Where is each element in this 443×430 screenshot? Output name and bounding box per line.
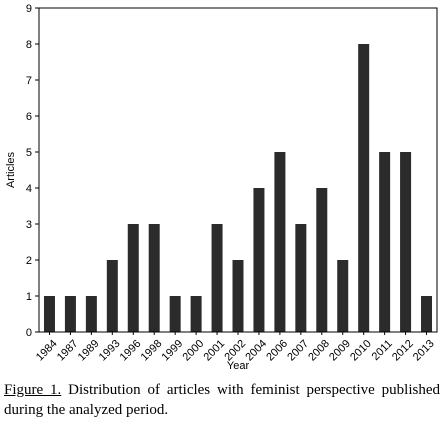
- x-tick-label: 2001: [201, 338, 227, 364]
- y-tick-label: 0: [26, 327, 32, 339]
- x-tick-label: 1984: [34, 338, 60, 364]
- figure-caption-label: Figure 1.: [4, 382, 62, 398]
- bar-2009: [337, 260, 349, 332]
- x-tick-label: 2012: [390, 338, 416, 364]
- x-tick-label: 2008: [306, 338, 332, 364]
- bar-1987: [64, 296, 76, 332]
- y-tick-label: 1: [26, 291, 32, 303]
- figure-caption-text: Distribution of articles with feminist p…: [4, 382, 440, 418]
- x-tick-label: 2007: [285, 338, 311, 364]
- y-tick-label: 5: [26, 147, 32, 159]
- bar-2013: [421, 296, 433, 332]
- x-tick-label: 1999: [160, 338, 186, 364]
- x-tick-label: 2013: [411, 338, 437, 364]
- y-axis-title: Articles: [5, 151, 17, 188]
- bar-1996: [127, 224, 139, 332]
- y-tick-label: 8: [26, 39, 32, 51]
- x-tick-label: 1993: [97, 338, 123, 364]
- x-tick-label: 2010: [348, 338, 374, 364]
- y-tick-label: 4: [26, 183, 32, 195]
- bar-2012: [400, 152, 412, 332]
- bar-2006: [274, 152, 286, 332]
- y-tick-label: 2: [26, 255, 32, 267]
- x-tick-label: 2000: [181, 338, 207, 364]
- figure-caption: Figure 1. Distribution of articles with …: [4, 380, 440, 420]
- x-tick-label: 2011: [370, 338, 395, 363]
- bar-2004: [253, 188, 265, 332]
- x-tick-label: 2009: [327, 338, 353, 364]
- bar-1993: [106, 260, 118, 332]
- x-tick-label: 1989: [76, 338, 102, 364]
- plot-frame: [38, 7, 438, 333]
- x-axis-ticks: 1984198719891993199619981999200020012002…: [34, 332, 437, 364]
- x-axis-title: Year: [227, 360, 250, 372]
- y-tick-label: 3: [26, 219, 32, 231]
- y-tick-label: 6: [26, 111, 32, 123]
- bar-2011: [379, 152, 391, 332]
- bar-2002: [232, 260, 244, 332]
- x-tick-label: 2006: [264, 338, 290, 364]
- x-tick-label: 1998: [139, 338, 165, 364]
- bars-group: [43, 44, 433, 332]
- bar-1984: [43, 296, 55, 332]
- y-tick-label: 7: [26, 75, 32, 87]
- bar-1989: [85, 296, 97, 332]
- bar-2001: [211, 224, 223, 332]
- bar-2008: [316, 188, 328, 332]
- bar-2000: [190, 296, 202, 332]
- x-tick-label: 1996: [118, 338, 144, 364]
- y-axis-ticks: 0 1 2 3 4 5 6 7 8 9: [26, 3, 39, 339]
- bar-1998: [148, 224, 160, 332]
- x-tick-label: 1987: [55, 338, 81, 364]
- bar-1999: [169, 296, 181, 332]
- bar-2007: [295, 224, 307, 332]
- y-tick-label: 9: [26, 3, 32, 15]
- bar-2010: [358, 44, 370, 332]
